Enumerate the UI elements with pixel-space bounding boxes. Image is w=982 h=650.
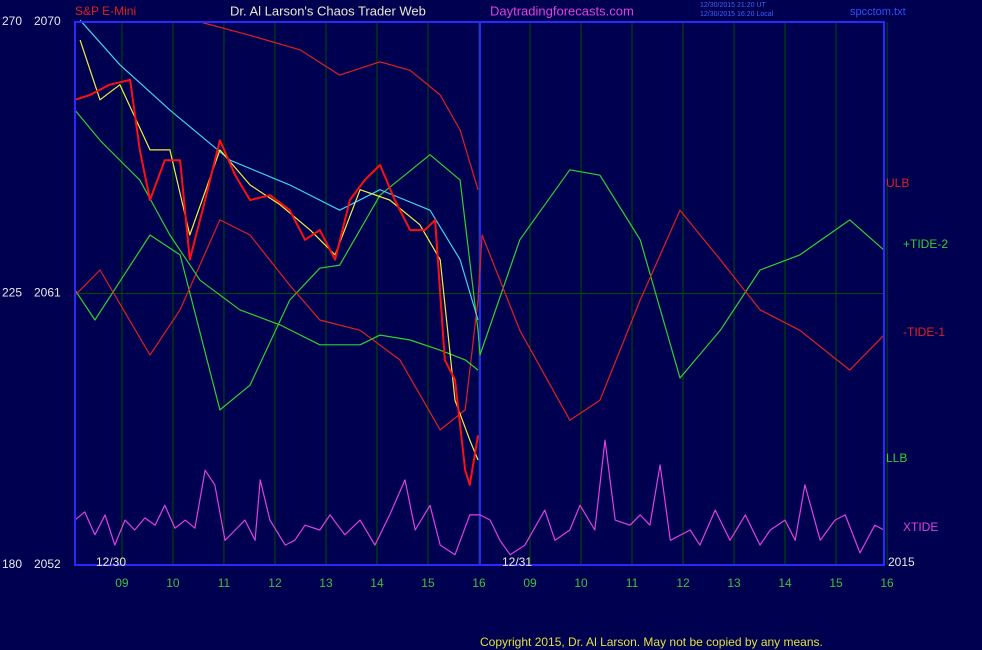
y-tick-label: 225 <box>2 286 22 300</box>
legend-label: -TIDE-1 <box>903 325 945 339</box>
plot-frame <box>74 21 885 566</box>
x-tick-label: 13 <box>319 576 333 590</box>
date-label: 12/30 <box>96 555 126 569</box>
copyright: Copyright 2015, Dr. Al Larson. May not b… <box>480 635 823 649</box>
y-tick-label: 270 <box>2 14 22 28</box>
series-line <box>74 439 885 556</box>
x-tick-label: 13 <box>727 576 741 590</box>
y2-tick-label: 2061 <box>34 286 61 300</box>
x-tick-label: 11 <box>626 576 639 590</box>
x-tick-label: 09 <box>523 576 537 590</box>
x-tick-label: 11 <box>218 576 231 590</box>
x-tick-label: 12 <box>268 576 282 590</box>
x-tick-label: 15 <box>829 576 843 590</box>
x-tick-label: 14 <box>778 576 792 590</box>
legend-label: LLB <box>886 451 907 465</box>
x-tick-label: 10 <box>166 576 180 590</box>
legend-label: ULB <box>886 176 909 190</box>
x-tick-label: 16 <box>472 576 486 590</box>
file-name: spcctom.txt <box>850 6 906 18</box>
series-line <box>199 21 479 190</box>
date-label: 12/31 <box>502 555 532 569</box>
x-tick-label: 12 <box>676 576 690 590</box>
series-line <box>79 39 479 461</box>
y2-tick-label: 2052 <box>34 557 61 571</box>
date-label: 2015 <box>888 555 915 569</box>
legend-label: +TIDE-2 <box>903 237 948 251</box>
y-tick-label: 180 <box>2 557 22 571</box>
x-tick-label: 16 <box>880 576 894 590</box>
x-tick-label: 10 <box>574 576 588 590</box>
timestamp: 12/30/2015 21:20 UT <box>700 2 766 9</box>
y2-tick-label: 2070 <box>34 14 61 28</box>
x-tick-label: 09 <box>115 576 129 590</box>
timestamp: 12/30/2015 16:20 Local <box>700 11 774 18</box>
chart-title: Dr. Al Larson's Chaos Trader Web <box>230 3 426 18</box>
instrument: S&P E-Mini <box>75 4 136 18</box>
x-tick-label: 15 <box>421 576 435 590</box>
series-line <box>74 109 479 371</box>
series-line <box>74 154 885 411</box>
series-line <box>74 78 479 486</box>
x-tick-label: 14 <box>370 576 384 590</box>
series-line <box>79 19 479 321</box>
series-line <box>74 209 885 431</box>
plot <box>74 19 885 556</box>
site: Daytradingforecasts.com <box>490 3 634 18</box>
legend-label: XTIDE <box>903 520 938 534</box>
